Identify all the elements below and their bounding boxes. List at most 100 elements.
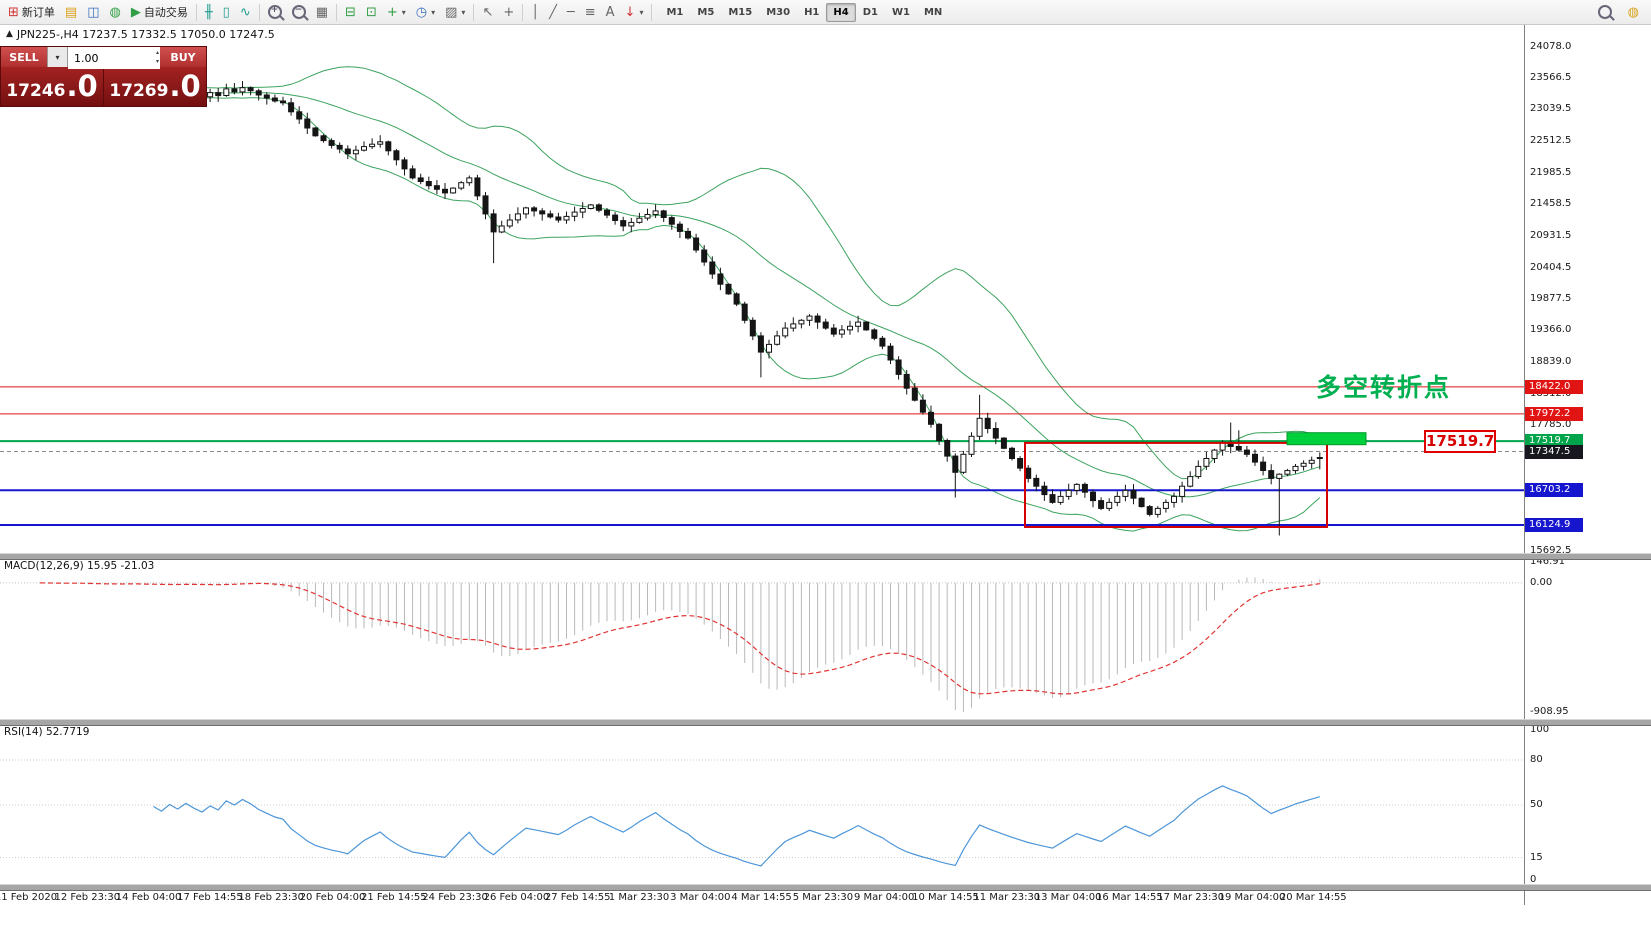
date-axis-label: 11 Feb 2020 <box>0 892 58 903</box>
toolbar-separator <box>258 3 260 21</box>
turning-point-annotation[interactable]: 多空转折点 <box>1316 373 1452 402</box>
price-tag: 17972.2 <box>1525 406 1583 421</box>
timeframe-m30-button[interactable]: M30 <box>766 6 791 18</box>
timeframe-h1-button[interactable]: H1 <box>804 6 820 18</box>
candlestick-chart-button[interactable]: ▯ <box>218 1 235 23</box>
symbol-ohlc: JPN225-,H4 17237.5 17332.5 17050.0 17247… <box>16 28 275 41</box>
date-axis-label: 19 Mar 04:00 <box>1218 892 1286 903</box>
trendline-icon: ╱ <box>549 4 557 20</box>
volume-preset-dropdown[interactable]: ▾ <box>47 47 68 67</box>
price-tag: 18422.0 <box>1525 379 1583 394</box>
data-window-button[interactable]: ◫ <box>82 1 104 23</box>
line-chart-button[interactable]: ∿ <box>235 1 256 23</box>
auto-scroll-button[interactable]: ⊡ <box>361 1 382 23</box>
macd-label: MACD(12,26,9) 15.95 -21.03 <box>4 560 155 572</box>
macd-axis-label: 0.00 <box>1530 576 1553 588</box>
time-axis[interactable]: 11 Feb 2020 12 Feb 23:30 14 Feb 04:00 17 Fe… <box>0 889 1524 907</box>
timeframe-d1-button[interactable]: D1 <box>862 6 878 18</box>
trendline-button[interactable]: ╱ <box>544 1 562 23</box>
sell-price: 17246 <box>6 81 66 101</box>
macd-pane[interactable]: MACD(12,26,9) 15.95 -21.03 <box>0 558 1524 719</box>
sell-price-button[interactable]: 17246.0 <box>1 67 103 106</box>
date-axis-label: 20 Feb 04:00 <box>299 892 366 903</box>
arrow-tools-icon: ↓ <box>624 4 636 20</box>
chevron-down-icon: ▾ <box>639 7 644 17</box>
navigator-button[interactable]: ◍ <box>105 1 126 23</box>
chart-shift-button[interactable]: ⊟ <box>340 1 361 23</box>
date-axis-label: 26 Feb 04:00 <box>483 892 550 903</box>
text-tool-button[interactable]: A <box>601 1 620 23</box>
one-click-trading-panel: SELL ▾ ▴▾ BUY 17246.0 17269.0 <box>0 46 207 107</box>
macd-chart[interactable] <box>0 558 1524 719</box>
timeframe-h4-button[interactable]: H4 <box>826 2 856 22</box>
zoom-out-button[interactable]: − <box>287 1 311 23</box>
new-order-icon: ⊞ <box>8 4 19 20</box>
date-axis-label: 17 Feb 14:55 <box>177 892 243 903</box>
price-axis[interactable]: 24078.0 23566.5 23039.5 22512.5 21985.5 21458… <box>1524 24 1651 905</box>
price-chart-pane[interactable]: ▲ JPN225-,H4 17237.5 17332.5 17050.0 172… <box>0 24 1524 553</box>
price-axis-label: 20404.5 <box>1530 261 1572 273</box>
bar-chart-button[interactable]: ╫ <box>200 1 218 23</box>
price-axis-label: 19366.0 <box>1530 324 1572 336</box>
timeframe-mn-button[interactable]: MN <box>923 6 943 18</box>
price-callout[interactable]: 17519.7 <box>1424 430 1496 453</box>
cursor-icon: ↖ <box>482 4 494 20</box>
timeframe-m15-button[interactable]: M15 <box>728 6 753 18</box>
timeframe-w1-button[interactable]: W1 <box>891 6 910 18</box>
fibonacci-button[interactable]: ≡ <box>580 1 601 23</box>
macd-axis-label: 146.91 <box>1530 556 1565 567</box>
volume-input[interactable] <box>68 48 160 69</box>
volume-field: ▴▾ <box>68 47 160 69</box>
tile-windows-button[interactable]: ▦ <box>311 1 333 23</box>
horizontal-line-button[interactable]: ─ <box>562 1 580 23</box>
rsi-axis-label: 15 <box>1530 851 1543 863</box>
community-button[interactable]: ◍ <box>1623 1 1644 23</box>
price-axis-label: 23566.5 <box>1530 71 1572 83</box>
indicators-icon: + <box>386 4 398 20</box>
timeframe-m1-button[interactable]: M1 <box>666 6 684 18</box>
vertical-line-button[interactable]: │ <box>526 1 544 23</box>
templates-button[interactable]: ▨ ▾ <box>440 1 470 23</box>
autotrading-button[interactable]: ▶ 自动交易 <box>126 1 193 23</box>
date-axis-label: 12 Feb 23:30 <box>54 892 121 903</box>
symbol-info: ▲ JPN225-,H4 17237.5 17332.5 17050.0 172… <box>6 28 275 41</box>
pane-splitter[interactable] <box>0 553 1651 560</box>
indicators-button[interactable]: + ▾ <box>382 1 411 23</box>
bar-chart-icon: ╫ <box>204 4 213 20</box>
price-axis-label: 24078.0 <box>1530 41 1572 52</box>
zoom-in-button[interactable]: + <box>263 1 287 23</box>
pane-splitter[interactable] <box>0 884 1651 891</box>
volume-spinner[interactable]: ▴ ▾ <box>156 48 159 66</box>
rsi-label: RSI(14) 52.7719 <box>4 726 90 738</box>
date-axis-label: 16 Mar 14:55 <box>1096 892 1163 903</box>
sell-button[interactable]: SELL <box>1 47 47 67</box>
rsi-chart[interactable] <box>0 724 1524 884</box>
arrow-tools-button[interactable]: ↓ ▾ <box>620 1 649 23</box>
new-order-button[interactable]: ⊞ 新订单 <box>3 1 60 23</box>
date-axis-label: 4 Mar 14:55 <box>731 892 792 903</box>
date-axis-label: 10 Mar 14:55 <box>912 892 979 903</box>
periods-button[interactable]: ◷ ▾ <box>411 1 440 23</box>
buy-button[interactable]: BUY <box>160 47 206 67</box>
buy-price-button[interactable]: 17269.0 <box>104 67 206 106</box>
spin-up-icon: ▴ <box>155 49 159 56</box>
cursor-button[interactable]: ↖ <box>477 1 498 23</box>
crosshair-button[interactable]: + <box>498 1 519 23</box>
templates-icon: ▨ <box>445 4 458 20</box>
autotrading-label: 自动交易 <box>143 6 188 19</box>
rsi-axis-label: 50 <box>1530 799 1543 810</box>
price-axis-label: 18839.0 <box>1530 355 1572 367</box>
search-button[interactable] <box>1593 1 1617 23</box>
rsi-axis-label: 100 <box>1530 724 1550 735</box>
rsi-pane[interactable]: RSI(14) 52.7719 <box>0 724 1524 884</box>
data-window-icon: ◫ <box>87 4 100 20</box>
pane-splitter[interactable] <box>0 719 1651 726</box>
timeframe-m5-button[interactable]: M5 <box>697 6 715 18</box>
spin-down-icon: ▾ <box>155 58 159 65</box>
buy-price: 17269 <box>109 81 169 101</box>
macd-axis-label: -908.95 <box>1530 706 1569 717</box>
market-watch-button[interactable]: ▤ <box>60 1 82 23</box>
price-chart[interactable] <box>0 24 1524 553</box>
timeframe-toolbar: M1 M5 M15 M30 H1 H4 D1 W1 MN <box>659 2 949 22</box>
price-axis-label: 20931.5 <box>1530 230 1572 242</box>
